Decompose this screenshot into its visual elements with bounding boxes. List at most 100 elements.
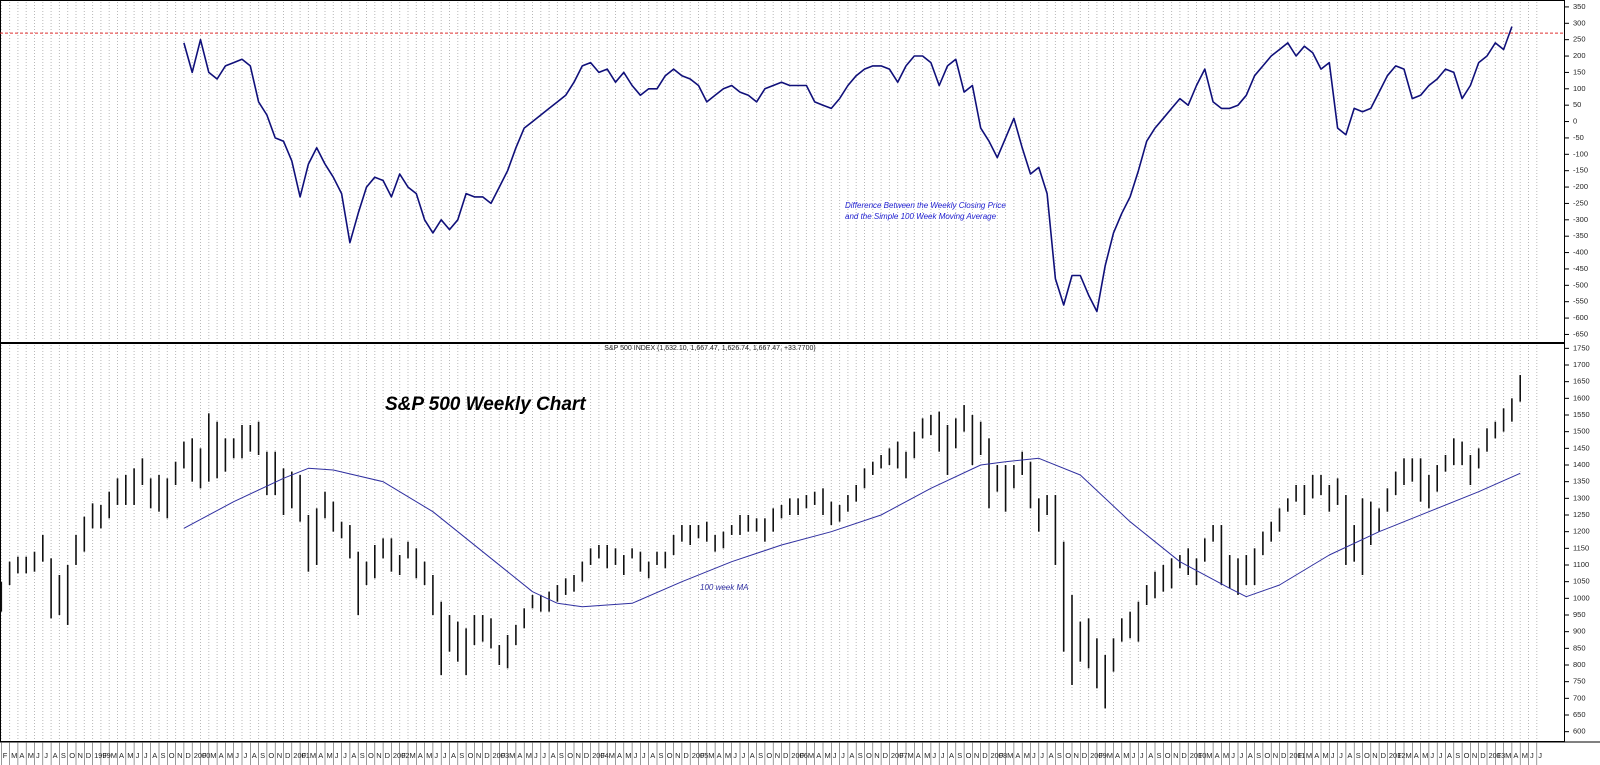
y-tick-label: -50 (1573, 133, 1584, 142)
x-tick-label: O (1264, 751, 1270, 760)
y-tick-label: 250 (1573, 35, 1586, 44)
x-tick-label: M (825, 751, 831, 760)
x-tick-label: D (982, 751, 988, 760)
y-tick-label: 50 (1573, 100, 1581, 109)
x-tick-label: F (999, 751, 1004, 760)
y-tick-label: -350 (1573, 231, 1588, 240)
x-tick-label: M (725, 751, 731, 760)
y-tick-label: -400 (1573, 248, 1588, 257)
x-tick-label: S (1455, 751, 1460, 760)
x-tick-label: N (576, 751, 581, 760)
y-tick-label: -200 (1573, 182, 1588, 191)
y-tick-label: 950 (1573, 610, 1586, 619)
x-tick-label: M (924, 751, 930, 760)
x-tick-label: S (61, 751, 66, 760)
x-tick-label: 2001 (293, 751, 310, 760)
x-tick-label: O (169, 751, 175, 760)
x-tick-label: M (1522, 751, 1528, 760)
x-tick-label: N (177, 751, 182, 760)
x-tick-label: M (227, 751, 233, 760)
x-tick-label: N (1173, 751, 1178, 760)
x-tick-label: F (1098, 751, 1103, 760)
y-tick-label: -500 (1573, 280, 1588, 289)
chart-title: S&P 500 INDEX (1,632.10, 1,667.47, 1,626… (604, 345, 815, 352)
y-tick-label: -600 (1573, 313, 1588, 322)
y-tick-label: 1000 (1573, 593, 1590, 602)
x-tick-label: D (185, 751, 191, 760)
x-tick-label: O (1165, 751, 1171, 760)
x-tick-label: A (1215, 751, 1220, 760)
x-tick-label: M (210, 751, 216, 760)
x-tick-label: J (44, 751, 48, 760)
x-tick-label: F (3, 751, 8, 760)
y-tick-label: 1150 (1573, 543, 1589, 552)
x-tick-label: M (1306, 751, 1312, 760)
x-tick-label: A (1314, 751, 1319, 760)
x-tick-label: J (932, 751, 936, 760)
x-tick-label: M (609, 751, 615, 760)
x-tick-label: A (1513, 751, 1518, 760)
x-tick-label: A (1148, 751, 1153, 760)
x-tick-label: F (899, 751, 904, 760)
y-tick-label: 150 (1573, 67, 1586, 76)
x-tick-label: F (600, 751, 605, 760)
top-panel (0, 0, 1565, 343)
x-tick-label: J (642, 751, 646, 760)
x-tick-label: A (252, 751, 257, 760)
y-tick-label: 800 (1573, 660, 1586, 669)
y-tick-label: 1250 (1573, 510, 1590, 519)
y-tick-label: 1350 (1573, 477, 1590, 486)
x-tick-label: N (675, 751, 680, 760)
x-tick-label: D (1181, 751, 1187, 760)
y-tick-label: 1100 (1573, 560, 1589, 569)
x-tick-label: J (434, 751, 438, 760)
x-tick-label: M (1123, 751, 1129, 760)
y-tick-label: 200 (1573, 51, 1586, 60)
x-tick-label: F (1497, 751, 1502, 760)
y-tick-label: 1050 (1573, 577, 1590, 586)
x-tick-label: 2012 (1389, 751, 1406, 760)
x-tick-label: J (244, 751, 248, 760)
y-tick-label: 700 (1573, 693, 1586, 702)
x-tick-label: N (874, 751, 879, 760)
x-tick-label: 2005 (692, 751, 709, 760)
y-tick-label: 1500 (1573, 427, 1590, 436)
x-tick-label: M (625, 751, 631, 760)
x-tick-label: J (136, 751, 140, 760)
x-tick-label: O (567, 751, 573, 760)
x-tick-label: A (750, 751, 755, 760)
x-tick-label: N (775, 751, 780, 760)
x-tick-label: J (1530, 751, 1534, 760)
x-tick-label: M (808, 751, 814, 760)
y-tick-label: 1550 (1573, 410, 1590, 419)
x-tick-label: J (542, 751, 546, 760)
x-tick-label: J (1339, 751, 1343, 760)
y-tick-label: -450 (1573, 264, 1588, 273)
x-tick-label: M (1406, 751, 1412, 760)
x-tick-label: J (1430, 751, 1434, 760)
y-tick-label: 1650 (1573, 377, 1590, 386)
x-tick-label: J (144, 751, 148, 760)
x-tick-label: 2013 (1489, 751, 1506, 760)
x-tick-label: A (617, 751, 622, 760)
x-tick-label: A (1248, 751, 1253, 760)
x-tick-label: S (659, 751, 664, 760)
x-tick-label: J (841, 751, 845, 760)
x-tick-label: F (401, 751, 406, 760)
x-tick-label: 2008 (991, 751, 1008, 760)
x-tick-label: S (858, 751, 863, 760)
x-tick-label: 2010 (1190, 751, 1207, 760)
x-tick-label: S (161, 751, 166, 760)
x-tick-label: O (966, 751, 972, 760)
x-tick-label: J (1040, 751, 1044, 760)
x-tick-label: S (559, 751, 564, 760)
y-tick-label: -250 (1573, 198, 1588, 207)
x-tick-label: D (683, 751, 689, 760)
x-tick-label: J (443, 751, 447, 760)
y-tick-label: 1450 (1573, 443, 1590, 452)
x-tick-label: A (517, 751, 522, 760)
x-tick-label: J (634, 751, 638, 760)
x-tick-label: F (302, 751, 307, 760)
x-tick-label: S (758, 751, 763, 760)
